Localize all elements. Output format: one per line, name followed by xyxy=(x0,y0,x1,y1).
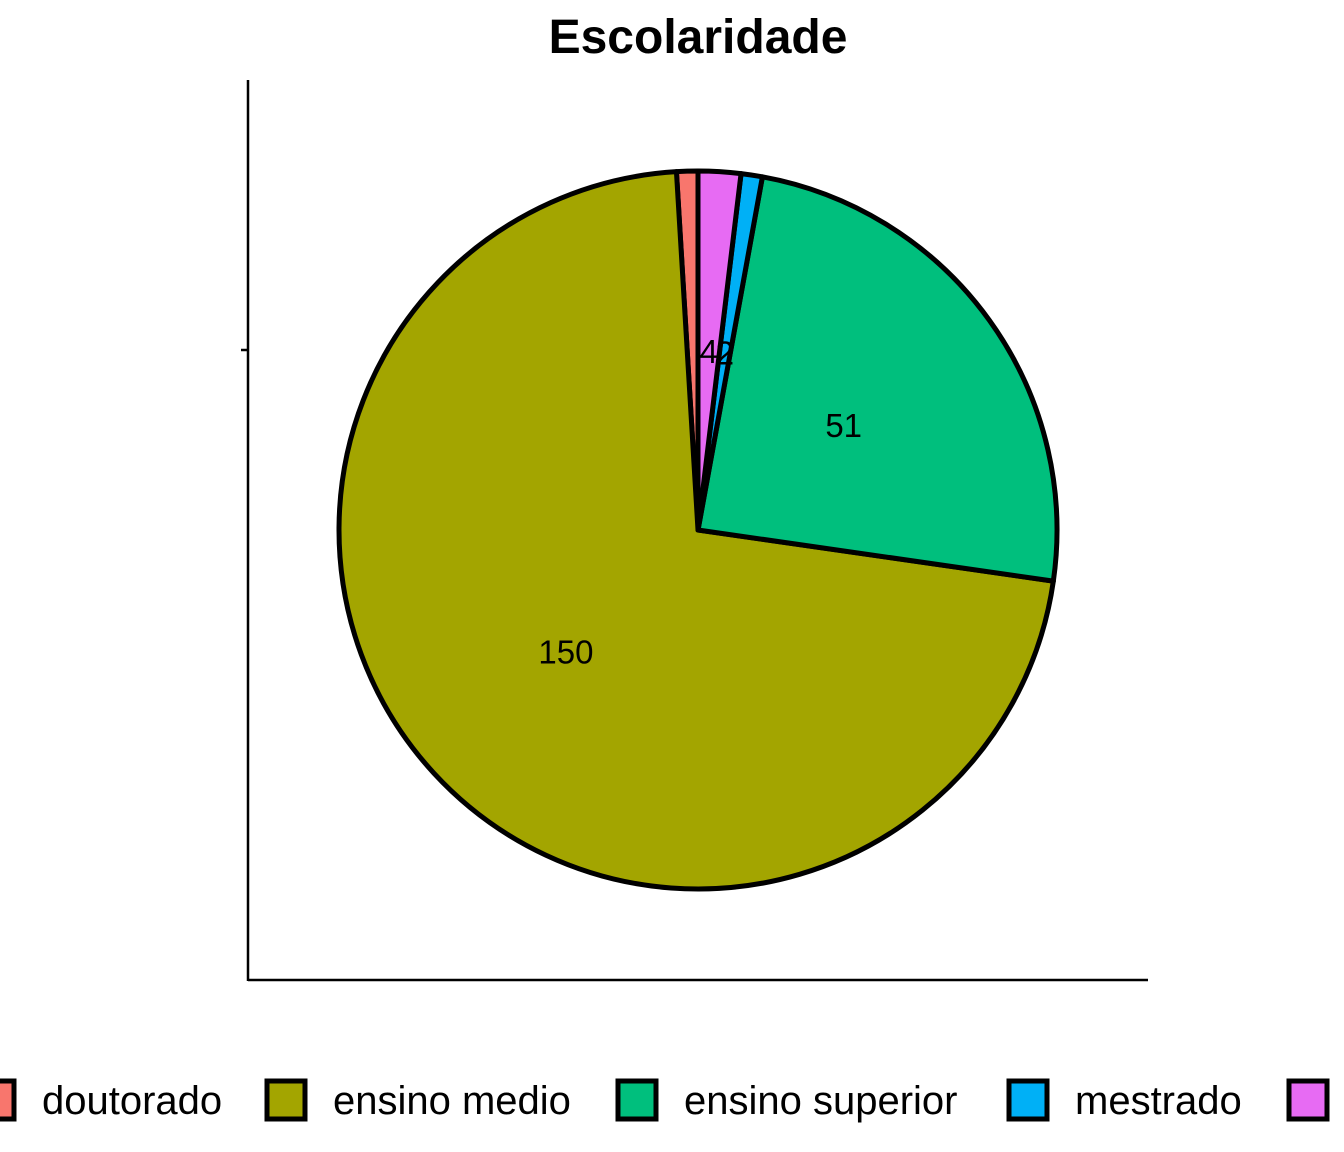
legend-key-ensino-medio xyxy=(264,1078,308,1122)
pie-slice-slice-4 xyxy=(695,168,744,533)
slice-data-label: 4 xyxy=(700,333,718,370)
legend-label: ensino superior xyxy=(684,1079,958,1123)
legend-key-mestrado xyxy=(1006,1078,1050,1122)
chart-title: Escolaridade xyxy=(549,11,848,64)
pie-slice-ensino-superior xyxy=(695,174,1060,584)
legend-label: doutorado xyxy=(42,1079,222,1123)
slice-data-label: 150 xyxy=(538,634,593,671)
legend-key-ensino-superior xyxy=(615,1078,659,1122)
legend-label: ensino medio xyxy=(333,1079,571,1123)
legend-key-slice-4 xyxy=(1286,1078,1330,1122)
legend-label: mestrado xyxy=(1075,1079,1242,1123)
legend-key-doutorado xyxy=(0,1078,17,1122)
pie-slices xyxy=(336,168,1060,892)
slice-data-label: 2 xyxy=(716,335,734,372)
pie-slice-labels: 150 51 24 xyxy=(538,333,862,671)
legend: doutorado ensino medio ensino superior mest… xyxy=(0,1078,1330,1123)
slice-data-label: 51 xyxy=(825,407,862,444)
